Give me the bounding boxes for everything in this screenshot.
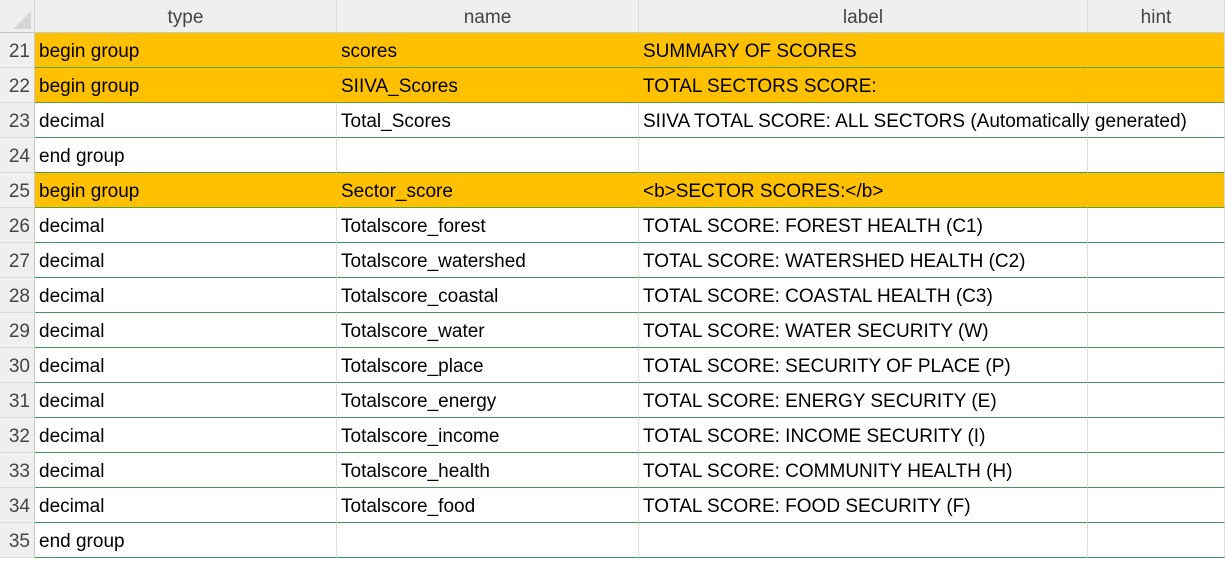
cell-hint[interactable] <box>1088 453 1225 488</box>
cell-label[interactable]: TOTAL SCORE: WATERSHED HEALTH (C2) <box>639 243 1088 278</box>
cell-name[interactable]: Sector_score <box>337 173 639 208</box>
cell-hint[interactable] <box>1088 68 1225 103</box>
row-number[interactable]: 27 <box>0 243 35 278</box>
table-row: 26 decimal Totalscore_forest TOTAL SCORE… <box>0 208 1225 243</box>
cell-type[interactable]: end group <box>35 523 337 558</box>
cell-hint[interactable] <box>1088 278 1225 313</box>
cell-label[interactable]: TOTAL SCORE: INCOME SECURITY (I) <box>639 418 1088 453</box>
row-number[interactable]: 30 <box>0 348 35 383</box>
row-number[interactable]: 31 <box>0 383 35 418</box>
cell-hint[interactable] <box>1088 33 1225 68</box>
cell-name[interactable] <box>337 138 639 173</box>
row-number[interactable]: 24 <box>0 138 35 173</box>
row-number[interactable]: 21 <box>0 33 35 68</box>
column-header-type[interactable]: type <box>35 0 337 32</box>
table-row: 32 decimal Totalscore_income TOTAL SCORE… <box>0 418 1225 453</box>
cell-label[interactable]: <b>SECTOR SCORES:</b> <box>639 173 1088 208</box>
cell-name[interactable]: SIIVA_Scores <box>337 68 639 103</box>
rows-container: 21 begin group scores SUMMARY OF SCORES … <box>0 33 1225 558</box>
table-row: 23 decimal Total_Scores SIIVA TOTAL SCOR… <box>0 103 1225 138</box>
cell-name[interactable]: scores <box>337 33 639 68</box>
cell-hint[interactable] <box>1088 138 1225 173</box>
table-row: 24 end group <box>0 138 1225 173</box>
cell-label[interactable]: SUMMARY OF SCORES <box>639 33 1088 68</box>
table-row: 25 begin group Sector_score <b>SECTOR SC… <box>0 173 1225 208</box>
row-number[interactable]: 35 <box>0 523 35 558</box>
cell-type[interactable]: decimal <box>35 243 337 278</box>
cell-hint[interactable] <box>1088 348 1225 383</box>
table-row: 30 decimal Totalscore_place TOTAL SCORE:… <box>0 348 1225 383</box>
cell-type[interactable]: decimal <box>35 313 337 348</box>
cell-name[interactable]: Totalscore_food <box>337 488 639 523</box>
cell-type[interactable]: decimal <box>35 103 337 138</box>
table-row: 35 end group <box>0 523 1225 558</box>
row-number[interactable]: 29 <box>0 313 35 348</box>
cell-type[interactable]: decimal <box>35 278 337 313</box>
row-number[interactable]: 26 <box>0 208 35 243</box>
table-row: 22 begin group SIIVA_Scores TOTAL SECTOR… <box>0 68 1225 103</box>
table-row: 21 begin group scores SUMMARY OF SCORES <box>0 33 1225 68</box>
cell-hint[interactable] <box>1088 103 1225 138</box>
column-header-label[interactable]: label <box>639 0 1088 32</box>
cell-hint[interactable] <box>1088 243 1225 278</box>
table-row: 33 decimal Totalscore_health TOTAL SCORE… <box>0 453 1225 488</box>
table-row: 29 decimal Totalscore_water TOTAL SCORE:… <box>0 313 1225 348</box>
cell-type[interactable]: decimal <box>35 348 337 383</box>
cell-type[interactable]: decimal <box>35 488 337 523</box>
table-row: 28 decimal Totalscore_coastal TOTAL SCOR… <box>0 278 1225 313</box>
cell-name[interactable]: Total_Scores <box>337 103 639 138</box>
cell-name[interactable]: Totalscore_place <box>337 348 639 383</box>
cell-name[interactable]: Totalscore_water <box>337 313 639 348</box>
cell-hint[interactable] <box>1088 523 1225 558</box>
cell-label[interactable]: SIIVA TOTAL SCORE: ALL SECTORS (Automati… <box>639 103 1187 138</box>
row-number[interactable]: 34 <box>0 488 35 523</box>
cell-type[interactable]: decimal <box>35 383 337 418</box>
table-row: 31 decimal Totalscore_energy TOTAL SCORE… <box>0 383 1225 418</box>
cell-hint[interactable] <box>1088 313 1225 348</box>
cell-label[interactable]: TOTAL SCORE: COASTAL HEALTH (C3) <box>639 278 1088 313</box>
column-header-row: type name label hint <box>0 0 1225 33</box>
cell-hint[interactable] <box>1088 173 1225 208</box>
column-header-hint[interactable]: hint <box>1088 0 1225 32</box>
cell-hint[interactable] <box>1088 208 1225 243</box>
cell-hint[interactable] <box>1088 418 1225 453</box>
cell-label[interactable] <box>639 523 1088 558</box>
cell-label[interactable] <box>639 138 1088 173</box>
column-header-name[interactable]: name <box>337 0 639 32</box>
cell-type[interactable]: begin group <box>35 68 337 103</box>
cell-name[interactable] <box>337 523 639 558</box>
row-number[interactable]: 22 <box>0 68 35 103</box>
cell-name[interactable]: Totalscore_forest <box>337 208 639 243</box>
cell-type[interactable]: begin group <box>35 33 337 68</box>
cell-label[interactable]: TOTAL SCORE: FOREST HEALTH (C1) <box>639 208 1088 243</box>
row-number[interactable]: 32 <box>0 418 35 453</box>
cell-type[interactable]: end group <box>35 138 337 173</box>
cell-name[interactable]: Totalscore_energy <box>337 383 639 418</box>
cell-label[interactable]: TOTAL SCORE: ENERGY SECURITY (E) <box>639 383 1088 418</box>
cell-label[interactable]: TOTAL SCORE: COMMUNITY HEALTH (H) <box>639 453 1088 488</box>
row-number[interactable]: 28 <box>0 278 35 313</box>
cell-name[interactable]: Totalscore_watershed <box>337 243 639 278</box>
table-row: 27 decimal Totalscore_watershed TOTAL SC… <box>0 243 1225 278</box>
cell-type[interactable]: decimal <box>35 453 337 488</box>
row-number[interactable]: 25 <box>0 173 35 208</box>
row-number[interactable]: 33 <box>0 453 35 488</box>
cell-label[interactable]: TOTAL SCORE: FOOD SECURITY (F) <box>639 488 1088 523</box>
cell-label[interactable]: TOTAL SCORE: SECURITY OF PLACE (P) <box>639 348 1088 383</box>
cell-type[interactable]: decimal <box>35 208 337 243</box>
select-all-corner[interactable] <box>0 0 35 32</box>
cell-type[interactable]: decimal <box>35 418 337 453</box>
table-row: 34 decimal Totalscore_food TOTAL SCORE: … <box>0 488 1225 523</box>
cell-label[interactable]: TOTAL SECTORS SCORE: <box>639 68 1088 103</box>
cell-hint[interactable] <box>1088 488 1225 523</box>
cell-type[interactable]: begin group <box>35 173 337 208</box>
cell-name[interactable]: Totalscore_income <box>337 418 639 453</box>
cell-hint[interactable] <box>1088 383 1225 418</box>
row-number[interactable]: 23 <box>0 103 35 138</box>
cell-name[interactable]: Totalscore_coastal <box>337 278 639 313</box>
cell-name[interactable]: Totalscore_health <box>337 453 639 488</box>
cell-label[interactable]: TOTAL SCORE: WATER SECURITY (W) <box>639 313 1088 348</box>
